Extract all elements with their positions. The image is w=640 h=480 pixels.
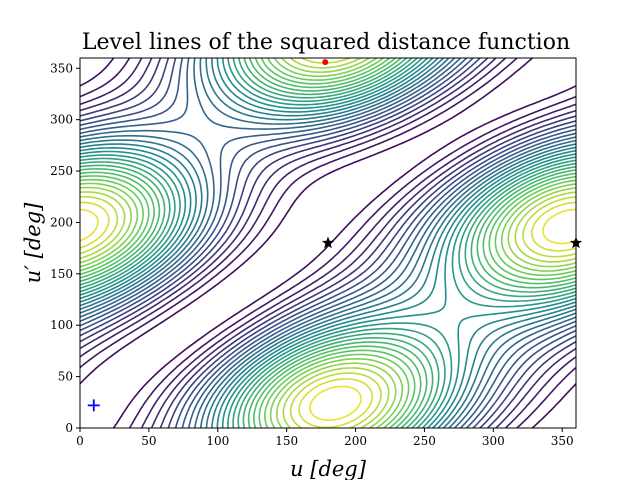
y-tick-label: 50: [58, 370, 73, 384]
y-tick-label: 350: [50, 61, 73, 75]
contour-level-2: [80, 58, 576, 428]
x-tick-label: 200: [344, 434, 367, 448]
x-tick-label: 50: [141, 434, 156, 448]
x-tick-label: 350: [551, 434, 574, 448]
contour-level-22: [80, 58, 576, 428]
contour-lines: [80, 58, 576, 428]
contour-level-14: [80, 58, 576, 428]
x-tick-label: 0: [76, 434, 84, 448]
contour-level-23: [80, 58, 576, 428]
y-tick-label: 150: [50, 267, 73, 281]
contour-level-5: [80, 58, 576, 428]
marker-star-0: [321, 236, 335, 249]
contour-level-18: [80, 58, 576, 428]
y-axis-label: u′ [deg]: [21, 202, 45, 283]
x-tick-label: 250: [413, 434, 436, 448]
y-tick-label: 300: [50, 113, 73, 127]
contour-level-16: [80, 58, 576, 428]
contour-level-10: [80, 58, 576, 428]
contour-level-1: [80, 58, 576, 428]
contour-level-4: [80, 58, 576, 428]
contour-level-27: [80, 58, 576, 428]
contour-level-19: [80, 58, 576, 428]
x-axis-ticks: 0 50 100 150 200 250 300 350: [76, 428, 574, 448]
plot-frame: [79, 57, 577, 429]
y-axis-ticks: 0 50 100 150 200 250 300 350: [50, 61, 80, 435]
y-tick-label: 250: [50, 164, 73, 178]
contour-level-11: [80, 58, 576, 428]
x-tick-label: 300: [482, 434, 505, 448]
y-tick-label: 0: [65, 421, 73, 435]
marker-plus-2: [87, 399, 100, 412]
contour-level-21: [80, 58, 576, 428]
contour-level-24: [80, 58, 576, 428]
x-axis-label: u [deg]: [290, 457, 367, 480]
contour-level-12: [80, 58, 576, 428]
contour-level-15: [80, 58, 576, 428]
contour-level-20: [80, 58, 576, 428]
contour-level-26: [80, 58, 576, 428]
y-tick-label: 200: [50, 215, 73, 229]
contour-level-28: [80, 201, 576, 428]
contour-level-9: [80, 58, 576, 428]
contour-level-13: [80, 58, 576, 428]
contour-level-17: [80, 58, 576, 428]
contour-level-7: [80, 58, 576, 428]
x-tick-label: 150: [275, 434, 298, 448]
contour-level-8: [80, 58, 576, 428]
contour-level-29: [80, 208, 576, 421]
chart-title: Level lines of the squared distance func…: [82, 30, 570, 55]
contour-level-6: [80, 58, 576, 428]
y-tick-label: 100: [50, 318, 73, 332]
marker-dot-3: [322, 59, 329, 66]
contour-level-25: [80, 58, 576, 428]
x-tick-label: 100: [206, 434, 229, 448]
